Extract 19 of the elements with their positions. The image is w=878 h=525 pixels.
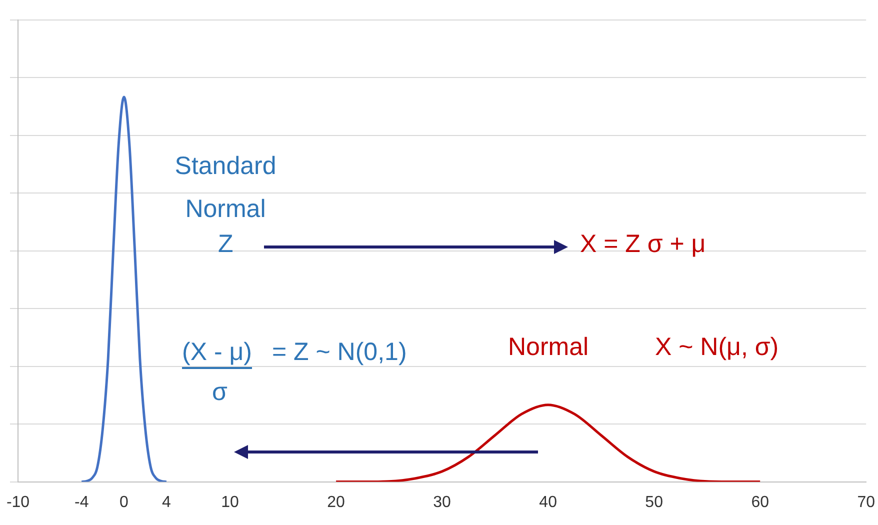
- x-tick-label: -10: [6, 494, 30, 511]
- annotation: Standard Normal: [174, 151, 278, 224]
- annotation: σ: [212, 378, 228, 407]
- x-tick-label: 20: [327, 494, 346, 511]
- x-tick-label: 70: [857, 494, 876, 511]
- annotation: (X - μ): [182, 338, 252, 369]
- annotation: Normal: [508, 333, 589, 362]
- x-tick-label: 4: [162, 494, 171, 511]
- x-tick-label: 0: [120, 494, 129, 511]
- x-tick-label: 50: [645, 494, 664, 511]
- x-tick-label: 10: [221, 494, 240, 511]
- x-tick-label: -4: [74, 494, 89, 511]
- annotation: X = Z σ + μ: [580, 230, 706, 259]
- x-tick-label: 30: [433, 494, 452, 511]
- annotation: Z: [218, 230, 234, 259]
- annotation: X ~ N(μ, σ): [655, 333, 779, 362]
- x-tick-label: 40: [539, 494, 558, 511]
- annotation: = Z ~ N(0,1): [272, 338, 407, 367]
- x-tick-label: 60: [751, 494, 770, 511]
